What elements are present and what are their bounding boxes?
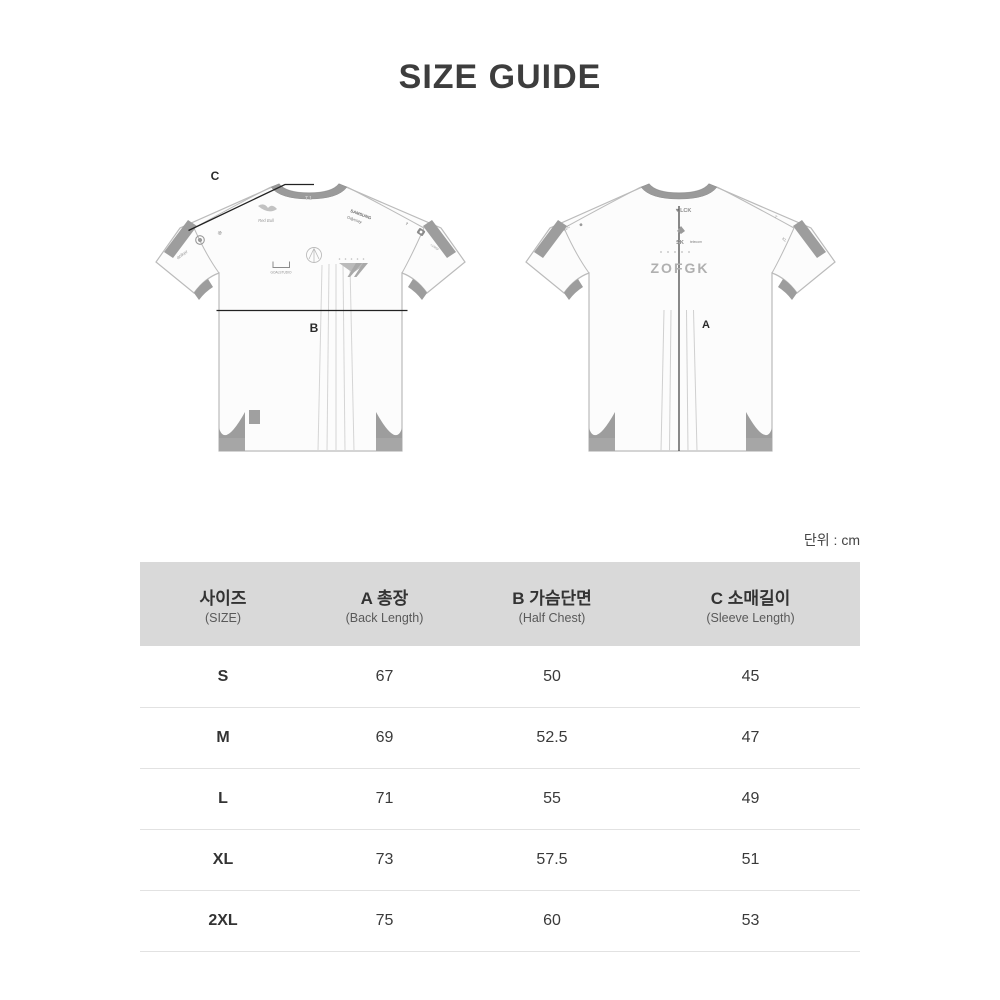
svg-text:B: B — [310, 321, 319, 335]
svg-text:A: A — [702, 319, 710, 331]
svg-text:▼LCK: ▼LCK — [675, 208, 692, 214]
svg-text:SK: SK — [676, 240, 684, 246]
svg-text:T1: T1 — [305, 196, 313, 202]
svg-text:telecom: telecom — [690, 240, 702, 244]
svg-text:ZOFGK: ZOFGK — [651, 260, 710, 276]
svg-text:GOALSTUDIO: GOALSTUDIO — [271, 271, 292, 275]
svg-text:C: C — [211, 169, 220, 183]
svg-text:Red Bull: Red Bull — [258, 218, 275, 223]
